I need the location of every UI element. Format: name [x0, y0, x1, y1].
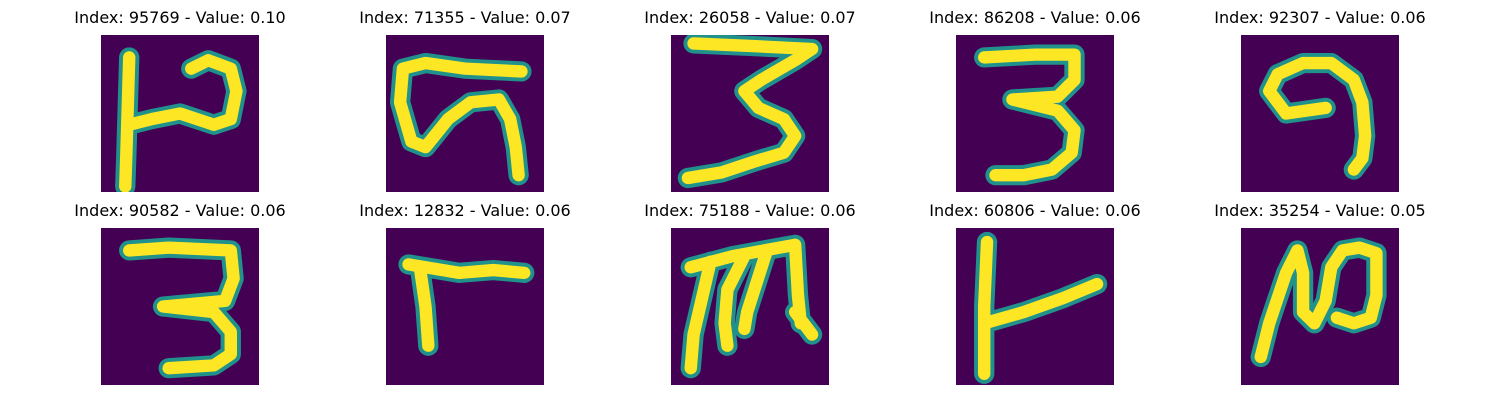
panel-title: Index: 90582 - Value: 0.06 [74, 201, 286, 220]
digit-image [101, 35, 259, 192]
image-panel: Index: 92307 - Value: 0.06 [1180, 8, 1460, 198]
panel-title: Index: 92307 - Value: 0.06 [1214, 8, 1426, 27]
digit-image [671, 35, 829, 192]
digit-image [101, 228, 259, 385]
digit-image [956, 228, 1114, 385]
image-panel: Index: 86208 - Value: 0.06 [895, 8, 1175, 198]
digit-image [1241, 35, 1399, 192]
panel-title: Index: 35254 - Value: 0.05 [1214, 201, 1426, 220]
image-panel: Index: 95769 - Value: 0.10 [40, 8, 320, 198]
panel-title: Index: 75188 - Value: 0.06 [644, 201, 856, 220]
image-panel: Index: 60806 - Value: 0.06 [895, 201, 1175, 391]
panel-title: Index: 12832 - Value: 0.06 [359, 201, 571, 220]
panel-title: Index: 86208 - Value: 0.06 [929, 8, 1141, 27]
digit-image [386, 35, 544, 192]
image-panel: Index: 35254 - Value: 0.05 [1180, 201, 1460, 391]
image-panel: Index: 75188 - Value: 0.06 [610, 201, 890, 391]
image-panel: Index: 12832 - Value: 0.06 [325, 201, 605, 391]
panel-title: Index: 71355 - Value: 0.07 [359, 8, 571, 27]
digit-image [671, 228, 829, 385]
panel-title: Index: 26058 - Value: 0.07 [644, 8, 856, 27]
digit-image [1241, 228, 1399, 385]
image-panel: Index: 90582 - Value: 0.06 [40, 201, 320, 391]
image-panel: Index: 26058 - Value: 0.07 [610, 8, 890, 198]
image-panel: Index: 71355 - Value: 0.07 [325, 8, 605, 198]
panel-title: Index: 60806 - Value: 0.06 [929, 201, 1141, 220]
digit-image [956, 35, 1114, 192]
panel-title: Index: 95769 - Value: 0.10 [74, 8, 286, 27]
digit-image [386, 228, 544, 385]
